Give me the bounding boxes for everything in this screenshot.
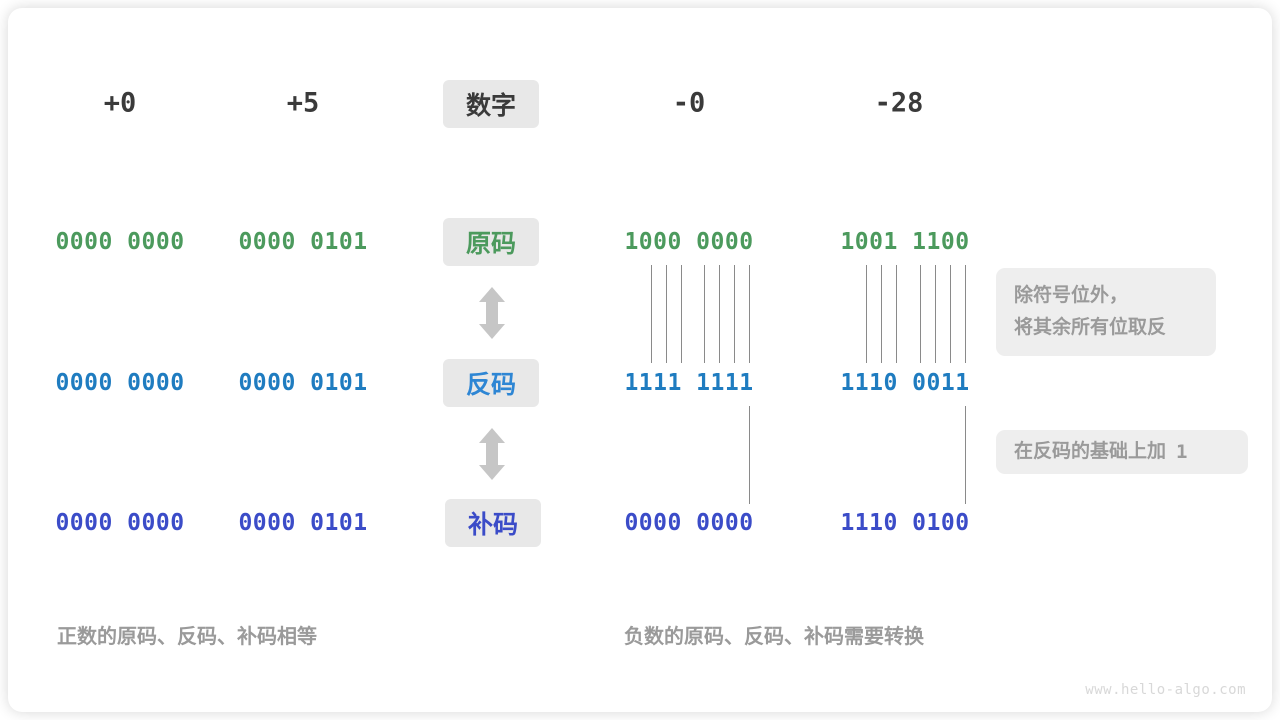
bits-ones-complement-plus-five: 0000 0101 [238, 370, 368, 396]
column-header-plus-zero: +0 [103, 87, 137, 119]
bits-ones-complement-minus-twentyeight: 1110 0011 [840, 370, 970, 396]
column-header-plus-five: +5 [286, 87, 320, 119]
connector-line [749, 265, 750, 363]
note-add-one-text: 在反码的基础上加 [1014, 441, 1167, 462]
connector-line [881, 265, 882, 363]
note-invert-bits: 除符号位外， 将其余所有位取反 [996, 268, 1216, 356]
caption-negative: 负数的原码、反码、补码需要转换 [624, 626, 924, 648]
row-label-true-form: 原码 [443, 218, 539, 266]
bits-true-form-plus-zero: 0000 0000 [55, 229, 185, 255]
connector-line [734, 265, 735, 363]
bits-ones-complement-minus-zero: 1111 1111 [624, 370, 754, 396]
connector-line [935, 265, 936, 363]
connector-line [965, 406, 966, 504]
connector-line [965, 265, 966, 363]
note-invert-bits-line1: 除符号位外， [1014, 285, 1129, 306]
row-label-ones-complement: 反码 [443, 359, 539, 407]
caption-positive: 正数的原码、反码、补码相等 [57, 626, 317, 648]
double-arrow-icon-ones-to-twos [479, 428, 505, 480]
connector-line [749, 406, 750, 504]
connector-line [651, 265, 652, 363]
bits-twos-complement-minus-twentyeight: 1110 0100 [840, 510, 970, 536]
bits-true-form-minus-zero: 1000 0000 [624, 229, 754, 255]
bits-twos-complement-plus-zero: 0000 0000 [55, 510, 185, 536]
diagram-card [8, 8, 1272, 712]
bits-true-form-minus-twentyeight: 1001 1100 [840, 229, 970, 255]
watermark: www.hello-algo.com [1085, 682, 1246, 698]
bits-twos-complement-plus-five: 0000 0101 [238, 510, 368, 536]
connector-line [866, 265, 867, 363]
connector-line [681, 265, 682, 363]
connector-line [920, 265, 921, 363]
note-add-one: 在反码的基础上加 1 [996, 430, 1248, 474]
column-header-minus-twentyeight: -28 [874, 87, 924, 119]
row-label-twos-complement: 补码 [445, 499, 541, 547]
connector-line [896, 265, 897, 363]
header-chip-number: 数字 [443, 80, 539, 128]
bits-twos-complement-minus-zero: 0000 0000 [624, 510, 754, 536]
connector-line [666, 265, 667, 363]
note-invert-bits-line2: 将其余所有位取反 [1014, 317, 1167, 338]
note-add-one-value: 1 [1176, 441, 1188, 463]
column-header-minus-zero: -0 [672, 87, 706, 119]
bits-true-form-plus-five: 0000 0101 [238, 229, 368, 255]
connector-line [950, 265, 951, 363]
connector-line [719, 265, 720, 363]
double-arrow-icon-source-to-ones [479, 287, 505, 339]
connector-line [704, 265, 705, 363]
bits-ones-complement-plus-zero: 0000 0000 [55, 370, 185, 396]
